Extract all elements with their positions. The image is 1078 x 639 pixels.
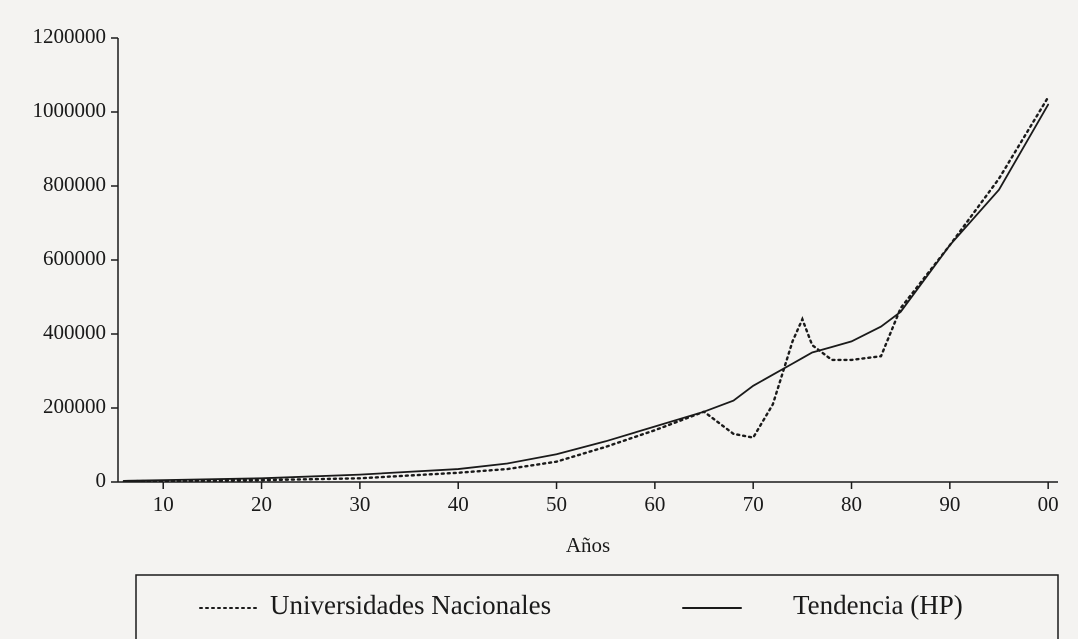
- y-tick-label: 1200000: [33, 24, 107, 48]
- legend-label: Universidades Nacionales: [270, 590, 551, 620]
- y-tick-label: 0: [96, 468, 107, 492]
- x-axis-label: Años: [566, 533, 610, 557]
- x-tick-label: 20: [251, 492, 272, 516]
- x-tick-label: 30: [349, 492, 370, 516]
- legend-label: Tendencia (HP): [793, 590, 963, 620]
- x-tick-label: 60: [644, 492, 665, 516]
- series-line: [122, 96, 1050, 483]
- series-line: [123, 103, 1050, 482]
- x-tick-label: 00: [1038, 492, 1059, 516]
- x-tick-label: 10: [153, 492, 174, 516]
- y-tick-label: 400000: [43, 320, 106, 344]
- y-tick-label: 800000: [43, 172, 106, 196]
- legend-box: [135, 574, 1059, 639]
- y-tick-label: 200000: [43, 394, 106, 418]
- x-tick-label: 70: [743, 492, 764, 516]
- y-tick-label: 1000000: [33, 98, 107, 122]
- x-tick-label: 90: [939, 492, 960, 516]
- x-tick-label: 50: [546, 492, 567, 516]
- y-tick-label: 600000: [43, 246, 106, 270]
- x-tick-label: 40: [448, 492, 469, 516]
- x-tick-label: 80: [841, 492, 862, 516]
